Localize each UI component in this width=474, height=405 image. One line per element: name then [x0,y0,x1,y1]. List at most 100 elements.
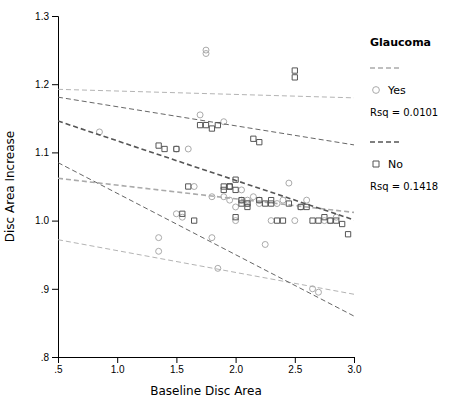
tick-label: 2.0 [229,364,243,375]
point [263,201,268,206]
point [334,218,339,223]
point [227,184,232,189]
point [221,194,227,200]
marks [58,47,354,316]
tick-mark [236,357,237,363]
point [268,197,273,202]
axis-line [59,358,355,364]
point [274,218,279,223]
point [257,197,262,202]
point [173,146,179,152]
tick-mark [52,289,58,290]
point [304,204,309,209]
point [209,235,215,241]
point [286,180,292,186]
x-axis-title: Baseline Disc Area [150,384,262,398]
point [221,187,226,192]
point [239,187,245,193]
point [156,235,162,241]
point [203,51,209,57]
point [244,201,250,207]
tick-mark [117,357,118,363]
legend-title: Glaucoma [370,36,431,49]
tick: 1.5 [170,357,184,375]
point [233,218,239,224]
tick: 1.1 [35,147,58,158]
tick: .8 [41,352,58,363]
ci-line [58,89,354,98]
point [239,201,244,206]
point [197,112,203,118]
legend-rsq: Rsq = 0.1418 [370,181,438,192]
tick: 1.3 [35,11,58,22]
point [304,197,310,203]
point [227,184,232,189]
tick-label: .9 [41,284,50,295]
point [227,197,233,203]
axis-line [52,17,59,358]
tick-label: 1.0 [35,215,49,226]
point [239,197,244,202]
point [227,184,233,190]
point [298,204,303,209]
tick-mark [295,357,296,363]
point [340,221,345,226]
point [292,218,298,224]
tick-label: 1.1 [35,147,49,158]
point [298,204,304,210]
point [209,194,215,200]
y-axis-title: Disc Area Increase [3,131,17,242]
point [316,218,321,223]
legend-label: No [388,158,403,171]
point [327,218,333,224]
ci-line [58,163,354,316]
legend-line [370,67,402,69]
point [262,241,268,247]
tick: 3.0 [348,357,362,375]
point [180,211,185,216]
point [185,146,191,152]
tick-mark [176,357,177,363]
point [251,136,256,141]
point [215,122,220,127]
fit-line [58,121,354,220]
point [239,197,245,203]
point [245,204,250,209]
legend: GlaucomaYesRsq = 0.0101NoRsq = 0.1418 [370,36,438,192]
point [274,201,280,207]
point [257,140,262,145]
point [345,232,350,237]
point [221,184,226,189]
point [174,146,179,151]
legend-line [370,141,402,143]
x-axis: .51.01.52.02.53.0 [54,357,362,375]
point [192,218,197,223]
legend-marker [373,161,379,167]
y-axis: .8 .9 1.0 1.1 1.2 1.3 [35,11,58,363]
point [233,187,238,192]
tick: 2.5 [288,357,302,375]
tick-mark [52,84,58,85]
tick-label: 2.5 [288,364,302,375]
chart: .51.01.52.02.53.0.8.91.01.11.21.3Baselin… [0,0,474,405]
point [292,68,297,73]
point [233,204,239,210]
point [268,201,273,206]
point [186,184,191,189]
point [315,289,321,295]
tick: 2.0 [229,357,243,375]
tick-label: .8 [41,352,50,363]
ci-line [58,240,354,295]
tick-label: 1.0 [111,364,125,375]
tick: 1.0 [111,357,125,375]
point [162,146,167,151]
tick-label: 3.0 [348,364,362,375]
ci-line [58,97,354,145]
point [321,218,327,224]
legend-rsq: Rsq = 0.0101 [370,107,438,118]
point [328,218,333,223]
point [310,286,316,292]
tick-label: 1.3 [35,11,49,22]
tick-label: 1.2 [35,79,49,90]
point [250,194,256,200]
